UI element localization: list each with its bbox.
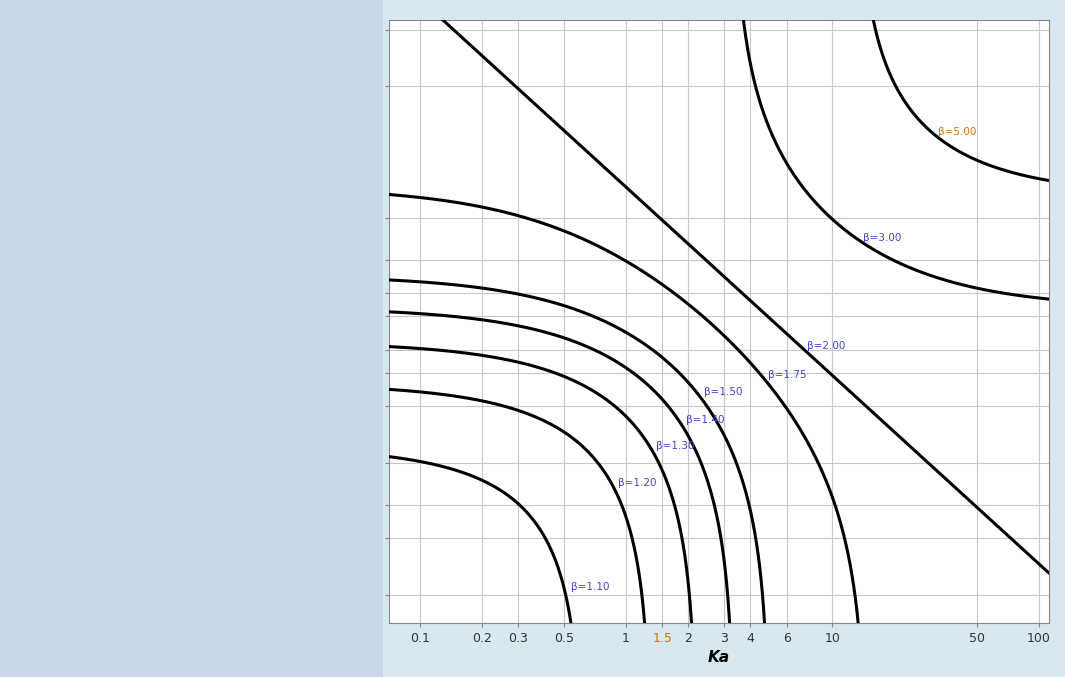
Text: β=2.00: β=2.00 (807, 341, 846, 351)
Text: β=1.10: β=1.10 (571, 582, 609, 592)
Text: β=1.75: β=1.75 (768, 370, 806, 380)
Y-axis label: Kb: Kb (328, 307, 350, 322)
X-axis label: Ka: Ka (708, 651, 730, 665)
Text: β=1.40: β=1.40 (686, 416, 724, 425)
Text: β=1.50: β=1.50 (704, 387, 742, 397)
Text: β=3.00: β=3.00 (863, 233, 901, 243)
Text: β=1.30: β=1.30 (656, 441, 695, 451)
Text: β=5.00: β=5.00 (937, 127, 977, 137)
Text: β=1.20: β=1.20 (619, 479, 657, 488)
